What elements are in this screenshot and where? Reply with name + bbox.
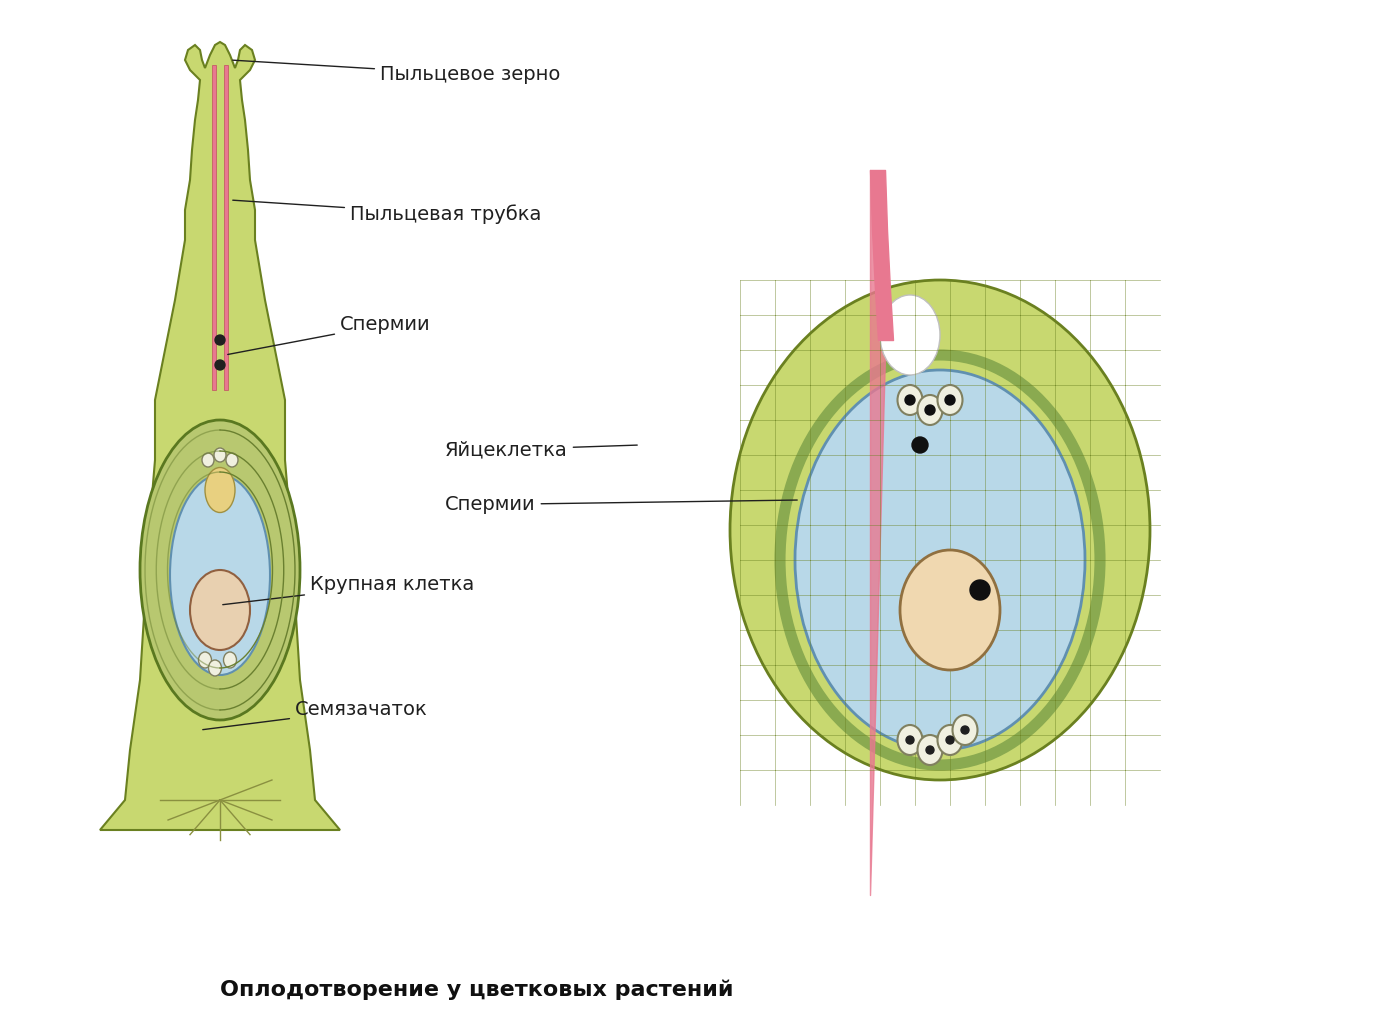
Ellipse shape: [190, 570, 249, 650]
Circle shape: [215, 360, 225, 370]
Ellipse shape: [223, 652, 237, 668]
Text: Яйцеклетка: Яйцеклетка: [445, 440, 638, 459]
Ellipse shape: [918, 735, 942, 765]
Ellipse shape: [213, 448, 226, 462]
Ellipse shape: [880, 295, 940, 374]
Ellipse shape: [140, 420, 299, 720]
Text: Спермии: Спермии: [227, 315, 431, 354]
Ellipse shape: [202, 453, 213, 467]
Ellipse shape: [205, 468, 236, 513]
Circle shape: [970, 580, 990, 600]
Circle shape: [926, 746, 934, 754]
Text: Оплодотворение у цветковых растений: Оплодотворение у цветковых растений: [220, 980, 733, 1000]
Ellipse shape: [900, 550, 1001, 670]
Ellipse shape: [918, 395, 942, 425]
Polygon shape: [225, 65, 229, 390]
Circle shape: [912, 437, 929, 453]
Ellipse shape: [796, 370, 1085, 750]
Circle shape: [905, 395, 915, 405]
Polygon shape: [100, 42, 340, 830]
Ellipse shape: [226, 453, 238, 467]
Circle shape: [960, 726, 969, 734]
Polygon shape: [212, 65, 216, 390]
Ellipse shape: [208, 660, 222, 676]
Text: Спермии: Спермии: [445, 495, 797, 514]
Circle shape: [947, 736, 954, 744]
Ellipse shape: [898, 385, 923, 415]
Ellipse shape: [937, 385, 962, 415]
Text: Семязачаток: Семязачаток: [202, 700, 428, 729]
Circle shape: [945, 395, 955, 405]
Ellipse shape: [937, 725, 962, 755]
Ellipse shape: [898, 725, 923, 755]
Text: Крупная клетка: Крупная клетка: [223, 575, 474, 604]
Ellipse shape: [198, 652, 212, 668]
Circle shape: [906, 736, 913, 744]
Ellipse shape: [170, 475, 270, 675]
Ellipse shape: [952, 715, 977, 745]
Text: Пыльцевая трубка: Пыльцевая трубка: [233, 200, 542, 224]
Circle shape: [924, 405, 936, 415]
Circle shape: [215, 336, 225, 345]
Text: Пыльцевое зерно: Пыльцевое зерно: [233, 61, 560, 84]
Ellipse shape: [730, 280, 1150, 780]
